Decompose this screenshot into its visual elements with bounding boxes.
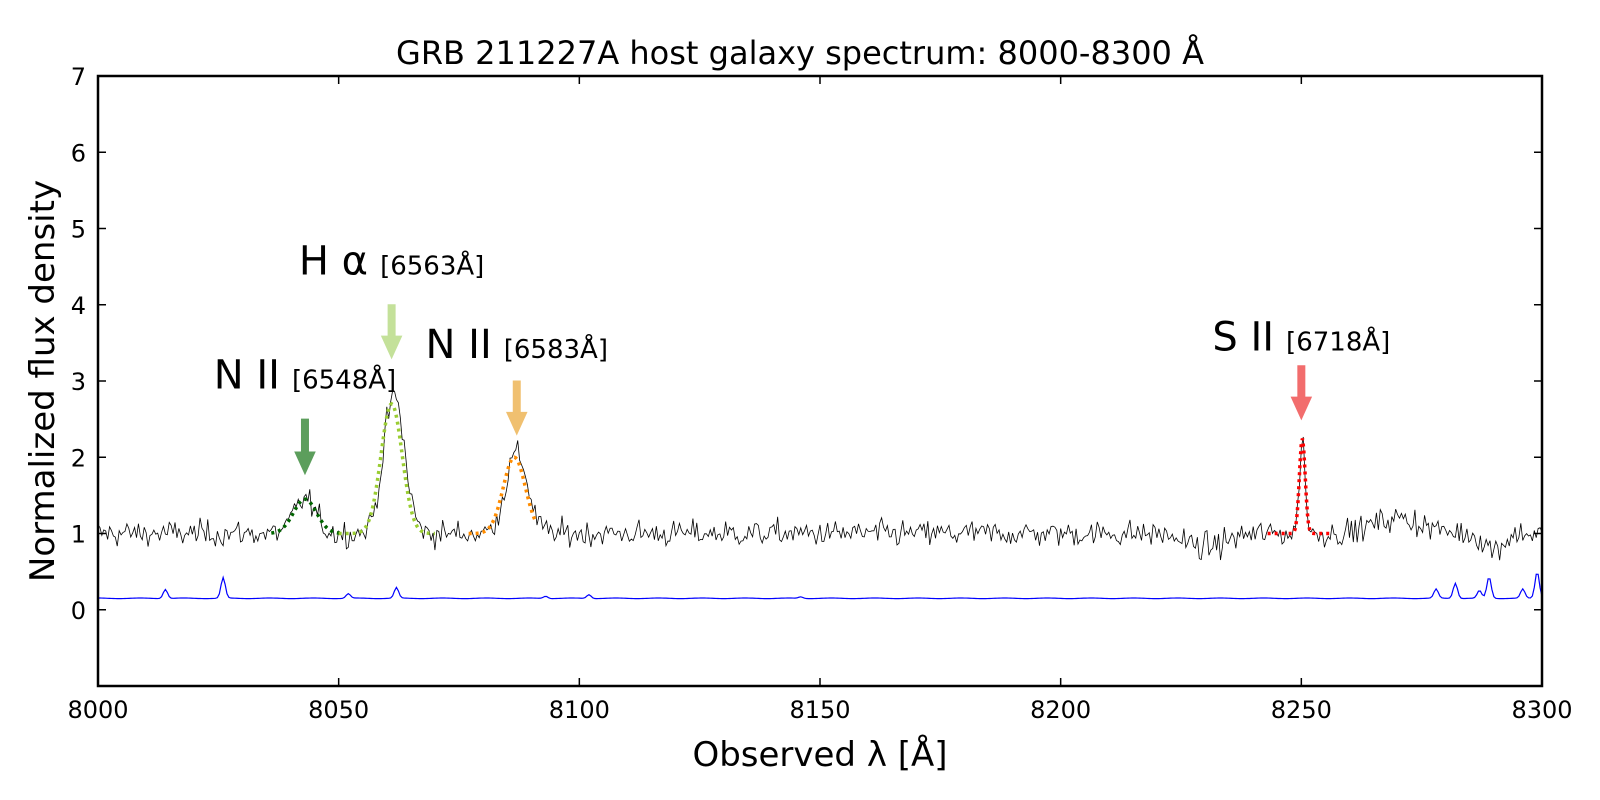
line-label-wavelength: [6583Å]	[504, 333, 608, 365]
y-tick-label: 7	[71, 63, 86, 91]
y-tick-label: 5	[71, 216, 86, 244]
y-tick-label: 3	[71, 368, 86, 396]
y-tick-label: 6	[71, 139, 86, 167]
line-label-name: S II	[1212, 315, 1274, 361]
x-axis-title: Observed λ [Å]	[692, 734, 947, 775]
y-tick-label: 0	[71, 597, 86, 625]
gaussian-fit-1	[338, 401, 435, 536]
flux-series-line	[97, 390, 1543, 561]
gaussian-fit-3	[1267, 438, 1331, 536]
line-label-wavelength: [6563Å]	[380, 249, 484, 281]
x-tick-label: 8000	[67, 696, 128, 724]
error-series-line	[97, 573, 1543, 600]
line-arrow-0	[294, 418, 316, 476]
gaussian-fit-0	[271, 497, 344, 536]
y-tick-label: 2	[71, 444, 86, 472]
x-tick-label: 8050	[308, 696, 369, 724]
y-tick-label: 1	[71, 521, 86, 549]
line-arrow-3	[1290, 365, 1313, 421]
line-label-0: N II [6548Å]	[214, 353, 396, 399]
line-label-1: H α [6563Å]	[299, 238, 484, 284]
chart-title: GRB 211227A host galaxy spectrum: 8000-8…	[396, 34, 1204, 72]
line-label-name: N II	[426, 322, 492, 368]
x-tick-label: 8250	[1271, 696, 1332, 724]
line-label-wavelength: [6548Å]	[292, 364, 396, 396]
x-tick-label: 8200	[1030, 696, 1091, 724]
gaussian-fit-2	[468, 455, 538, 536]
x-tick-label: 8150	[789, 696, 850, 724]
y-tick-label: 4	[71, 292, 86, 320]
plot-frame	[96, 74, 1544, 688]
line-arrow-1	[380, 304, 403, 360]
line-label-3: S II [6718Å]	[1212, 315, 1390, 361]
line-label-2: N II [6583Å]	[426, 322, 608, 368]
line-label-name: N II	[214, 353, 280, 399]
y-axis-title: Normalized flux density	[23, 180, 63, 582]
x-tick-label: 8300	[1511, 696, 1572, 724]
line-label-wavelength: [6718Å]	[1286, 326, 1390, 358]
line-arrow-2	[505, 380, 528, 436]
x-tick-label: 8100	[549, 696, 610, 724]
line-label-name: H α	[299, 238, 368, 284]
